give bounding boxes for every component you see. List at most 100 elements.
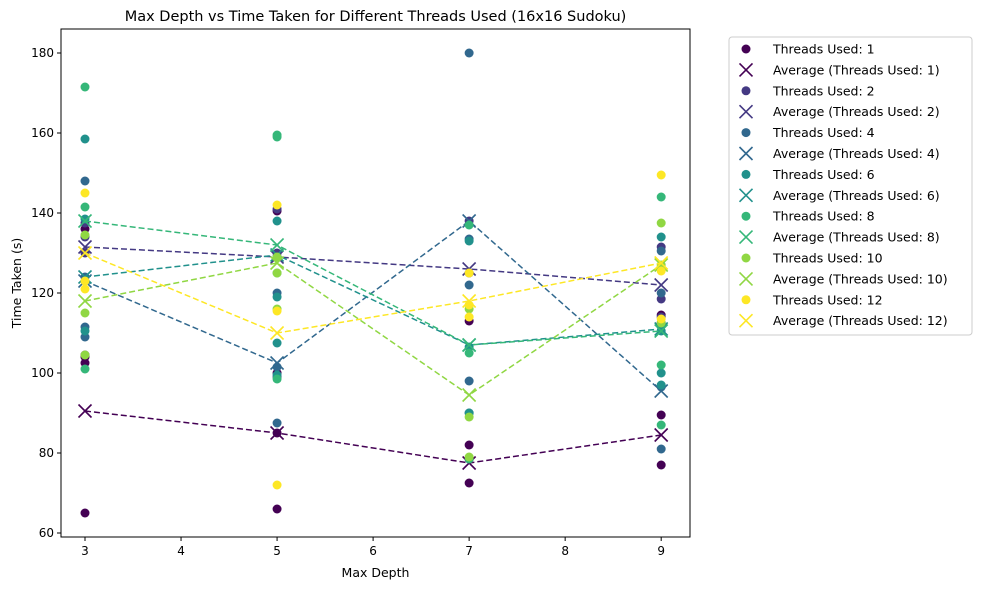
scatter-point — [80, 82, 90, 92]
x-tick-label: 7 — [465, 544, 473, 558]
legend-label: Threads Used: 6 — [772, 167, 875, 182]
scatter-point — [272, 132, 282, 142]
scatter-point — [656, 218, 666, 228]
scatter-point — [80, 364, 90, 374]
plot-area — [61, 29, 690, 537]
scatter-point — [464, 220, 474, 230]
scatter-point — [272, 480, 282, 490]
y-tick-label: 80 — [39, 446, 54, 460]
average-marker — [77, 213, 93, 229]
x-axis-label: Max Depth — [342, 565, 410, 580]
y-tick-label: 100 — [31, 366, 54, 380]
scatter-point — [80, 276, 90, 286]
scatter-point — [80, 308, 90, 318]
average-marker — [654, 323, 669, 339]
plot-frame — [60, 28, 691, 538]
x-tick-label: 3 — [81, 544, 89, 558]
legend-label: Average (Threads Used: 2) — [773, 104, 940, 119]
average-marker — [270, 325, 285, 341]
scatter-point — [272, 338, 282, 348]
y-tick-label: 120 — [31, 286, 54, 300]
legend-label: Average (Threads Used: 12) — [773, 313, 948, 328]
scatter-point — [464, 452, 474, 462]
scatter-point — [272, 252, 282, 262]
legend-label: Threads Used: 12 — [772, 292, 883, 307]
series-group — [77, 82, 669, 464]
legend-average-marker — [738, 104, 754, 119]
legend-average-marker — [738, 230, 754, 245]
scatter-point — [656, 360, 666, 370]
scatter-point — [80, 202, 90, 212]
x-tick-label: 4 — [177, 544, 185, 558]
legend-average-marker — [738, 188, 754, 203]
x-tick-label: 6 — [369, 544, 377, 558]
average-marker — [654, 255, 669, 271]
legend-label: Average (Threads Used: 4) — [773, 146, 940, 161]
scatter-point — [464, 376, 474, 386]
scatter-point — [656, 288, 666, 298]
x-tick-label: 9 — [657, 544, 665, 558]
legend-point-marker — [741, 86, 751, 96]
average-marker — [77, 403, 93, 419]
legend-label: Threads Used: 2 — [772, 83, 875, 98]
scatter-point — [464, 440, 474, 450]
scatter-point — [464, 236, 474, 246]
legend-label: Average (Threads Used: 10) — [773, 271, 948, 286]
scatter-point — [656, 246, 666, 256]
scatter-point — [80, 230, 90, 240]
series-group — [77, 170, 669, 490]
scatter-point — [272, 504, 282, 514]
scatter-point — [464, 48, 474, 58]
legend-label: Threads Used: 4 — [772, 125, 875, 140]
legend-point-marker — [741, 253, 751, 263]
scatter-point — [80, 508, 90, 518]
average-line — [84, 262, 662, 396]
scatter-point — [80, 350, 90, 360]
average-marker — [77, 293, 93, 309]
average-marker — [270, 425, 285, 441]
scatter-point — [464, 478, 474, 488]
scatter-point — [272, 268, 282, 278]
scatter-point — [80, 214, 90, 224]
average-marker — [77, 239, 93, 255]
average-marker — [654, 383, 669, 399]
legend: Threads Used: 1 Average (Threads Used: 1)… — [728, 36, 973, 336]
scatter-point — [80, 284, 90, 294]
legend-label: Threads Used: 8 — [772, 209, 875, 224]
scatter-point — [80, 326, 90, 336]
average-line — [84, 246, 662, 286]
scatter-point — [656, 232, 666, 242]
average-line — [84, 410, 662, 464]
x-tick-label: 8 — [561, 544, 569, 558]
legend-frame — [728, 36, 973, 336]
scatter-point — [272, 418, 282, 428]
scatter-point — [656, 444, 666, 454]
average-marker — [654, 427, 669, 443]
average-marker — [270, 255, 285, 271]
average-marker — [462, 337, 477, 353]
scatter-point — [464, 280, 474, 290]
scatter-point — [80, 188, 90, 198]
legend-average-marker — [738, 313, 754, 328]
scatter-point — [272, 374, 282, 384]
legend-point-marker — [741, 169, 751, 179]
scatter-point — [464, 268, 474, 278]
legend-label: Average (Threads Used: 8) — [773, 230, 940, 245]
scatter-point — [656, 368, 666, 378]
average-marker — [654, 257, 669, 273]
legend-label: Threads Used: 1 — [772, 42, 875, 57]
x-tick-label: 5 — [273, 544, 281, 558]
legend-point-marker — [741, 44, 751, 54]
scatter-point — [464, 348, 474, 358]
scatter-point — [656, 266, 666, 276]
scatter-point — [656, 410, 666, 420]
scatter-point — [656, 380, 666, 390]
scatter-point — [656, 170, 666, 180]
y-tick-label: 180 — [31, 46, 54, 60]
scatter-point — [656, 314, 666, 324]
series-layer — [77, 48, 669, 518]
legend-label: Average (Threads Used: 1) — [773, 62, 940, 77]
y-tick-label: 60 — [39, 526, 54, 540]
legend-label: Average (Threads Used: 6) — [773, 188, 940, 203]
